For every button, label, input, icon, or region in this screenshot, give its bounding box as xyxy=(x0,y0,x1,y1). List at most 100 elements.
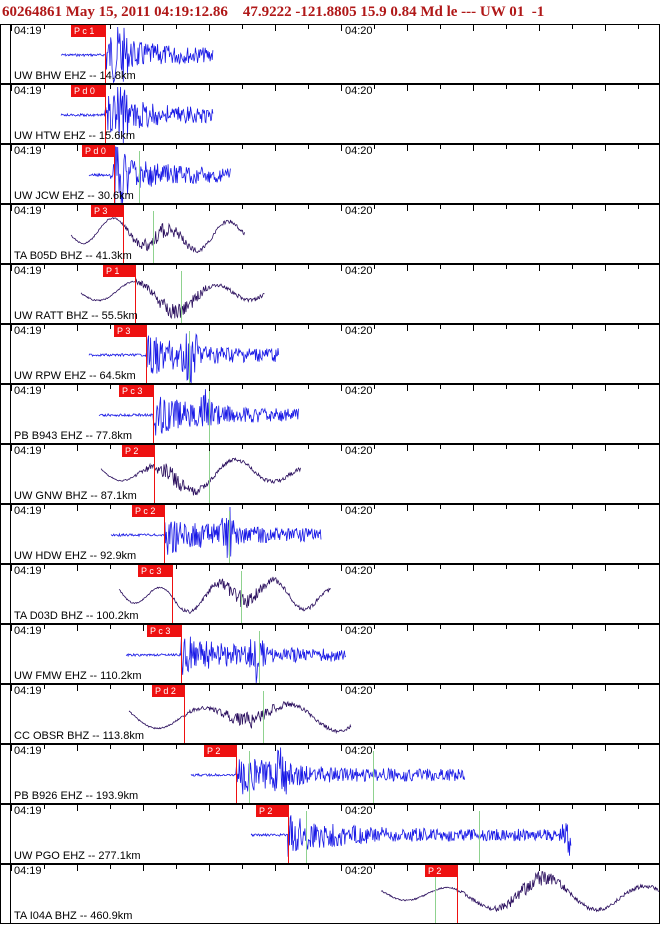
time-tick xyxy=(308,85,309,89)
time-tick xyxy=(506,385,507,389)
time-tick xyxy=(44,25,45,29)
time-tick xyxy=(440,565,441,569)
time-tick xyxy=(473,145,474,151)
pick-flag[interactable]: P c 3 xyxy=(147,625,181,637)
time-tick xyxy=(473,685,474,691)
time-tick xyxy=(572,865,573,869)
station-panel[interactable]: 04:19 04:20 P c 3 UW FMW EHZ -- 110.2km xyxy=(0,624,660,684)
time-tick xyxy=(539,25,540,31)
time-label-left: 04:19 xyxy=(14,385,42,397)
time-tick xyxy=(176,205,177,209)
pick-flag[interactable]: P d 0 xyxy=(71,85,105,97)
time-tick xyxy=(638,805,639,809)
pick-flag[interactable]: P 2 xyxy=(204,745,236,757)
station-panel[interactable]: 04:19 04:20 P c 2 UW HDW EHZ -- 92.9km xyxy=(0,504,660,564)
station-panel[interactable]: 04:19 04:20 P 3 UW RPW EHZ -- 64.5km xyxy=(0,324,660,384)
pick-flag[interactable]: P 2 xyxy=(122,445,154,457)
time-tick xyxy=(110,385,111,389)
pick-marker-line[interactable] xyxy=(154,445,155,503)
time-label-right: 04:20 xyxy=(345,745,373,757)
time-tick xyxy=(110,25,111,29)
pick-marker-line[interactable] xyxy=(172,565,173,623)
time-tick xyxy=(44,445,45,449)
pick-marker-line[interactable] xyxy=(288,805,289,863)
pick-flag[interactable]: P 3 xyxy=(114,325,146,337)
pick-marker-line[interactable] xyxy=(236,745,237,803)
time-tick xyxy=(440,745,441,749)
station-panel[interactable]: 04:19 04:20 P 2 UW PGO EHZ -- 277.1km xyxy=(0,804,660,864)
pick-marker-line[interactable] xyxy=(164,505,165,563)
time-tick xyxy=(11,385,12,391)
station-panel[interactable]: 04:19 04:20 P d 0 UW JCW EHZ -- 30.6km xyxy=(0,144,660,204)
time-label-right: 04:20 xyxy=(345,325,373,337)
pick-marker-line[interactable] xyxy=(153,385,154,443)
time-tick xyxy=(143,265,144,271)
time-tick xyxy=(539,745,540,751)
time-tick xyxy=(407,85,408,91)
pick-marker-line[interactable] xyxy=(105,25,106,83)
panel-left-axis xyxy=(10,445,11,503)
time-tick xyxy=(308,865,309,869)
time-tick xyxy=(539,205,540,211)
pick-marker-line[interactable] xyxy=(114,145,115,203)
pick-marker-line[interactable] xyxy=(123,205,124,263)
time-tick xyxy=(341,445,342,451)
station-panel[interactable]: 04:19 04:20 P 2 UW GNW BHZ -- 87.1km xyxy=(0,444,660,504)
pick-flag[interactable]: P 2 xyxy=(256,805,288,817)
time-tick xyxy=(473,85,474,91)
time-tick xyxy=(605,145,606,151)
waveform-trace xyxy=(98,389,299,436)
station-panel[interactable]: 04:19 04:20 P d 0 UW HTW EHZ -- 15.6km xyxy=(0,84,660,144)
panel-left-axis xyxy=(10,85,11,143)
pick-marker-line[interactable] xyxy=(135,265,136,323)
pick-flag[interactable]: P c 3 xyxy=(119,385,153,397)
station-panel[interactable]: 04:19 04:20 P 2 TA I04A BHZ -- 460.9km xyxy=(0,864,660,924)
station-label: UW GNW BHZ -- 87.1km xyxy=(14,490,137,502)
pick-flag[interactable]: P d 2 xyxy=(152,685,184,697)
time-tick xyxy=(506,865,507,869)
station-panel[interactable]: 04:19 04:20 P 2 PB B926 EHZ -- 193.9km xyxy=(0,744,660,804)
pick-marker-line[interactable] xyxy=(457,865,458,923)
time-label-right: 04:20 xyxy=(345,265,373,277)
pick-flag[interactable]: P 2 xyxy=(425,865,457,877)
time-tick xyxy=(209,145,210,151)
time-tick xyxy=(473,385,474,391)
station-panel[interactable]: 04:19 04:20 P d 2 CC OBSR BHZ -- 113.8km xyxy=(0,684,660,744)
pick-flag[interactable]: P d 0 xyxy=(82,145,114,157)
time-tick xyxy=(374,25,375,29)
time-tick xyxy=(275,25,276,31)
time-tick xyxy=(407,865,408,871)
pick-marker-line[interactable] xyxy=(146,325,147,383)
time-tick xyxy=(143,85,144,91)
time-tick xyxy=(77,625,78,631)
time-tick xyxy=(572,565,573,569)
time-tick xyxy=(341,865,342,871)
time-label-right: 04:20 xyxy=(345,85,373,97)
station-panel[interactable]: 04:19 04:20 P c 1 UW BHW EHZ -- 14.8km xyxy=(0,24,660,84)
waveform-trace xyxy=(125,636,347,683)
secondary-marker xyxy=(306,811,307,863)
time-tick xyxy=(308,265,309,269)
station-label: UW RPW EHZ -- 64.5km xyxy=(14,370,136,382)
time-tick xyxy=(209,565,210,571)
pick-marker-line[interactable] xyxy=(184,685,185,743)
time-tick xyxy=(209,385,210,391)
station-panel[interactable]: 04:19 04:20 P 1 UW RATT BHZ -- 55.5km xyxy=(0,264,660,324)
station-panel[interactable]: 04:19 04:20 P c 3 TA D03D BHZ -- 100.2km xyxy=(0,564,660,624)
pick-flag[interactable]: P c 1 xyxy=(71,25,105,37)
pick-marker-line[interactable] xyxy=(105,85,106,143)
pick-flag[interactable]: P 3 xyxy=(91,205,123,217)
time-tick xyxy=(506,445,507,449)
event-magnitude: 0.84 Md xyxy=(390,4,443,20)
pick-flag[interactable]: P c 2 xyxy=(132,505,164,517)
pick-flag[interactable]: P 1 xyxy=(103,265,135,277)
time-label-right: 04:20 xyxy=(345,865,373,877)
time-tick xyxy=(110,505,111,509)
time-tick xyxy=(539,445,540,451)
time-tick xyxy=(440,325,441,329)
pick-flag[interactable]: P c 3 xyxy=(138,565,172,577)
station-panel[interactable]: 04:19 04:20 P c 3 PB B943 EHZ -- 77.8km xyxy=(0,384,660,444)
pick-marker-line[interactable] xyxy=(181,625,182,683)
time-tick xyxy=(176,85,177,89)
station-panel[interactable]: 04:19 04:20 P 3 TA B05D BHZ -- 41.3km xyxy=(0,204,660,264)
